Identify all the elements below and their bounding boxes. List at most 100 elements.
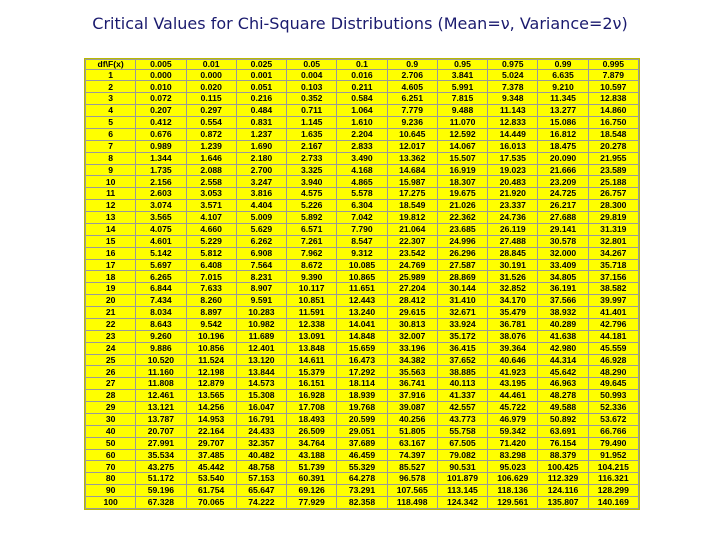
critical-value-cell: 7.378	[487, 80, 539, 94]
table-row: 5 0.412 0.554 0.831 1.145 1.610 9.236 11.070 12.…	[85, 116, 639, 129]
critical-value-cell: 5.812	[185, 246, 237, 260]
critical-value-cell: 50.993	[587, 389, 639, 403]
critical-value-cell: 33.924	[436, 317, 489, 331]
critical-value-cell: 106.629	[487, 472, 539, 486]
critical-value-cell: 33.196	[386, 341, 438, 355]
df-cell: 25	[85, 353, 137, 367]
critical-value-cell: 4.601	[135, 234, 187, 248]
critical-value-cell: 17.275	[386, 187, 438, 201]
critical-value-cell: 9.236	[386, 116, 438, 129]
critical-value-cell: 44.461	[487, 389, 539, 403]
critical-value-cell: 12.198	[185, 365, 237, 379]
critical-value-cell: 30.813	[386, 317, 438, 331]
critical-value-cell: 3.053	[185, 187, 237, 201]
critical-value-cell: 9.390	[286, 270, 338, 284]
critical-value-cell: 11.070	[436, 116, 489, 129]
critical-value-cell: 37.156	[587, 270, 639, 284]
critical-value-cell: 19.812	[386, 211, 438, 224]
critical-value-cell: 59.342	[487, 424, 539, 438]
critical-value-cell: 26.217	[537, 199, 589, 213]
critical-value-cell: 37.916	[386, 389, 438, 403]
critical-value-cell: 29.141	[537, 222, 589, 236]
critical-value-cell: 3.841	[436, 68, 489, 82]
critical-value-cell: 38.932	[537, 306, 589, 319]
critical-value-cell: 30.191	[487, 258, 539, 272]
critical-value-cell: 15.379	[286, 365, 338, 379]
critical-value-cell: 48.278	[537, 389, 589, 403]
critical-value-cell: 30.144	[436, 282, 489, 296]
df-cell: 11	[85, 187, 137, 201]
critical-value-cell: 11.524	[185, 353, 237, 367]
critical-value-cell: 2.558	[185, 175, 237, 189]
critical-value-cell: 76.154	[537, 436, 589, 450]
critical-value-cell: 0.831	[235, 116, 288, 129]
critical-value-cell: 5.009	[235, 211, 288, 224]
critical-value-cell: 2.833	[336, 139, 388, 153]
df-cell: 21	[85, 306, 137, 319]
critical-value-cell: 7.633	[185, 282, 237, 296]
df-cell: 22	[85, 317, 137, 331]
critical-value-cell: 12.017	[386, 139, 438, 153]
df-cell: 90	[85, 484, 137, 498]
critical-value-cell: 14.611	[286, 353, 338, 367]
critical-value-cell: 21.026	[436, 199, 489, 213]
critical-value-cell: 0.584	[336, 92, 388, 106]
critical-value-cell: 26.296	[436, 246, 489, 260]
critical-value-cell: 15.308	[235, 389, 288, 403]
critical-value-cell: 16.473	[336, 353, 388, 367]
critical-value-cell: 27.488	[487, 234, 539, 248]
critical-value-cell: 51.172	[135, 472, 187, 486]
critical-value-cell: 23.337	[487, 199, 539, 213]
critical-value-cell: 8.231	[235, 270, 288, 284]
critical-value-cell: 4.107	[185, 211, 237, 224]
critical-value-cell: 53.540	[185, 472, 237, 486]
critical-value-cell: 20.483	[487, 175, 539, 189]
critical-value-cell: 0.020	[185, 80, 237, 94]
critical-value-cell: 71.420	[487, 436, 539, 450]
critical-value-cell: 118.498	[386, 496, 438, 509]
critical-value-cell: 44.181	[587, 329, 639, 343]
critical-value-cell: 46.928	[587, 353, 639, 367]
table-row: 18 6.265 7.015 8.231 9.390 10.865 25.989 28.869…	[85, 270, 639, 284]
df-cell: 17	[85, 258, 137, 272]
critical-value-cell: 12.443	[336, 294, 388, 308]
critical-value-cell: 37.566	[537, 294, 589, 308]
critical-value-cell: 7.879	[587, 68, 639, 82]
critical-value-cell: 3.074	[135, 199, 187, 213]
df-cell: 7	[85, 139, 137, 153]
critical-value-cell: 29.819	[587, 211, 639, 224]
critical-value-cell: 5.629	[235, 222, 288, 236]
critical-value-cell: 31.410	[436, 294, 489, 308]
critical-value-cell: 5.991	[436, 80, 489, 94]
critical-value-cell: 16.013	[487, 139, 539, 153]
critical-value-cell: 23.589	[587, 163, 639, 177]
df-cell: 29	[85, 401, 137, 414]
critical-value-cell: 41.923	[487, 365, 539, 379]
critical-value-cell: 1.610	[336, 116, 388, 129]
df-cell: 13	[85, 211, 137, 224]
critical-value-cell: 9.488	[436, 104, 489, 118]
critical-value-cell: 2.204	[336, 127, 388, 141]
critical-value-cell: 24.433	[235, 424, 288, 438]
df-cell: 18	[85, 270, 137, 284]
critical-value-cell: 55.329	[336, 460, 388, 474]
critical-value-cell: 57.153	[235, 472, 288, 486]
table-row: 8 1.344 1.646 2.180 2.733 3.490 13.362 15.507 17…	[85, 151, 639, 165]
critical-value-cell: 10.520	[135, 353, 187, 367]
critical-value-cell: 73.291	[336, 484, 388, 498]
critical-value-cell: 0.207	[135, 104, 187, 118]
critical-value-cell: 36.415	[436, 341, 489, 355]
table-row: 22 8.643 9.542 10.982 12.338 14.041 30.813 33.9…	[85, 317, 639, 331]
critical-value-cell: 67.328	[135, 496, 187, 509]
critical-value-cell: 27.587	[436, 258, 489, 272]
critical-value-cell: 6.908	[235, 246, 288, 260]
critical-value-cell: 32.852	[487, 282, 539, 296]
critical-value-cell: 55.758	[436, 424, 489, 438]
critical-value-cell: 28.869	[436, 270, 489, 284]
df-cell: 28	[85, 389, 137, 403]
critical-value-cell: 66.766	[587, 424, 639, 438]
critical-value-cell: 32.357	[235, 436, 288, 450]
critical-value-cell: 6.844	[135, 282, 187, 296]
df-cell: 19	[85, 282, 137, 296]
critical-value-cell: 0.412	[135, 116, 187, 129]
